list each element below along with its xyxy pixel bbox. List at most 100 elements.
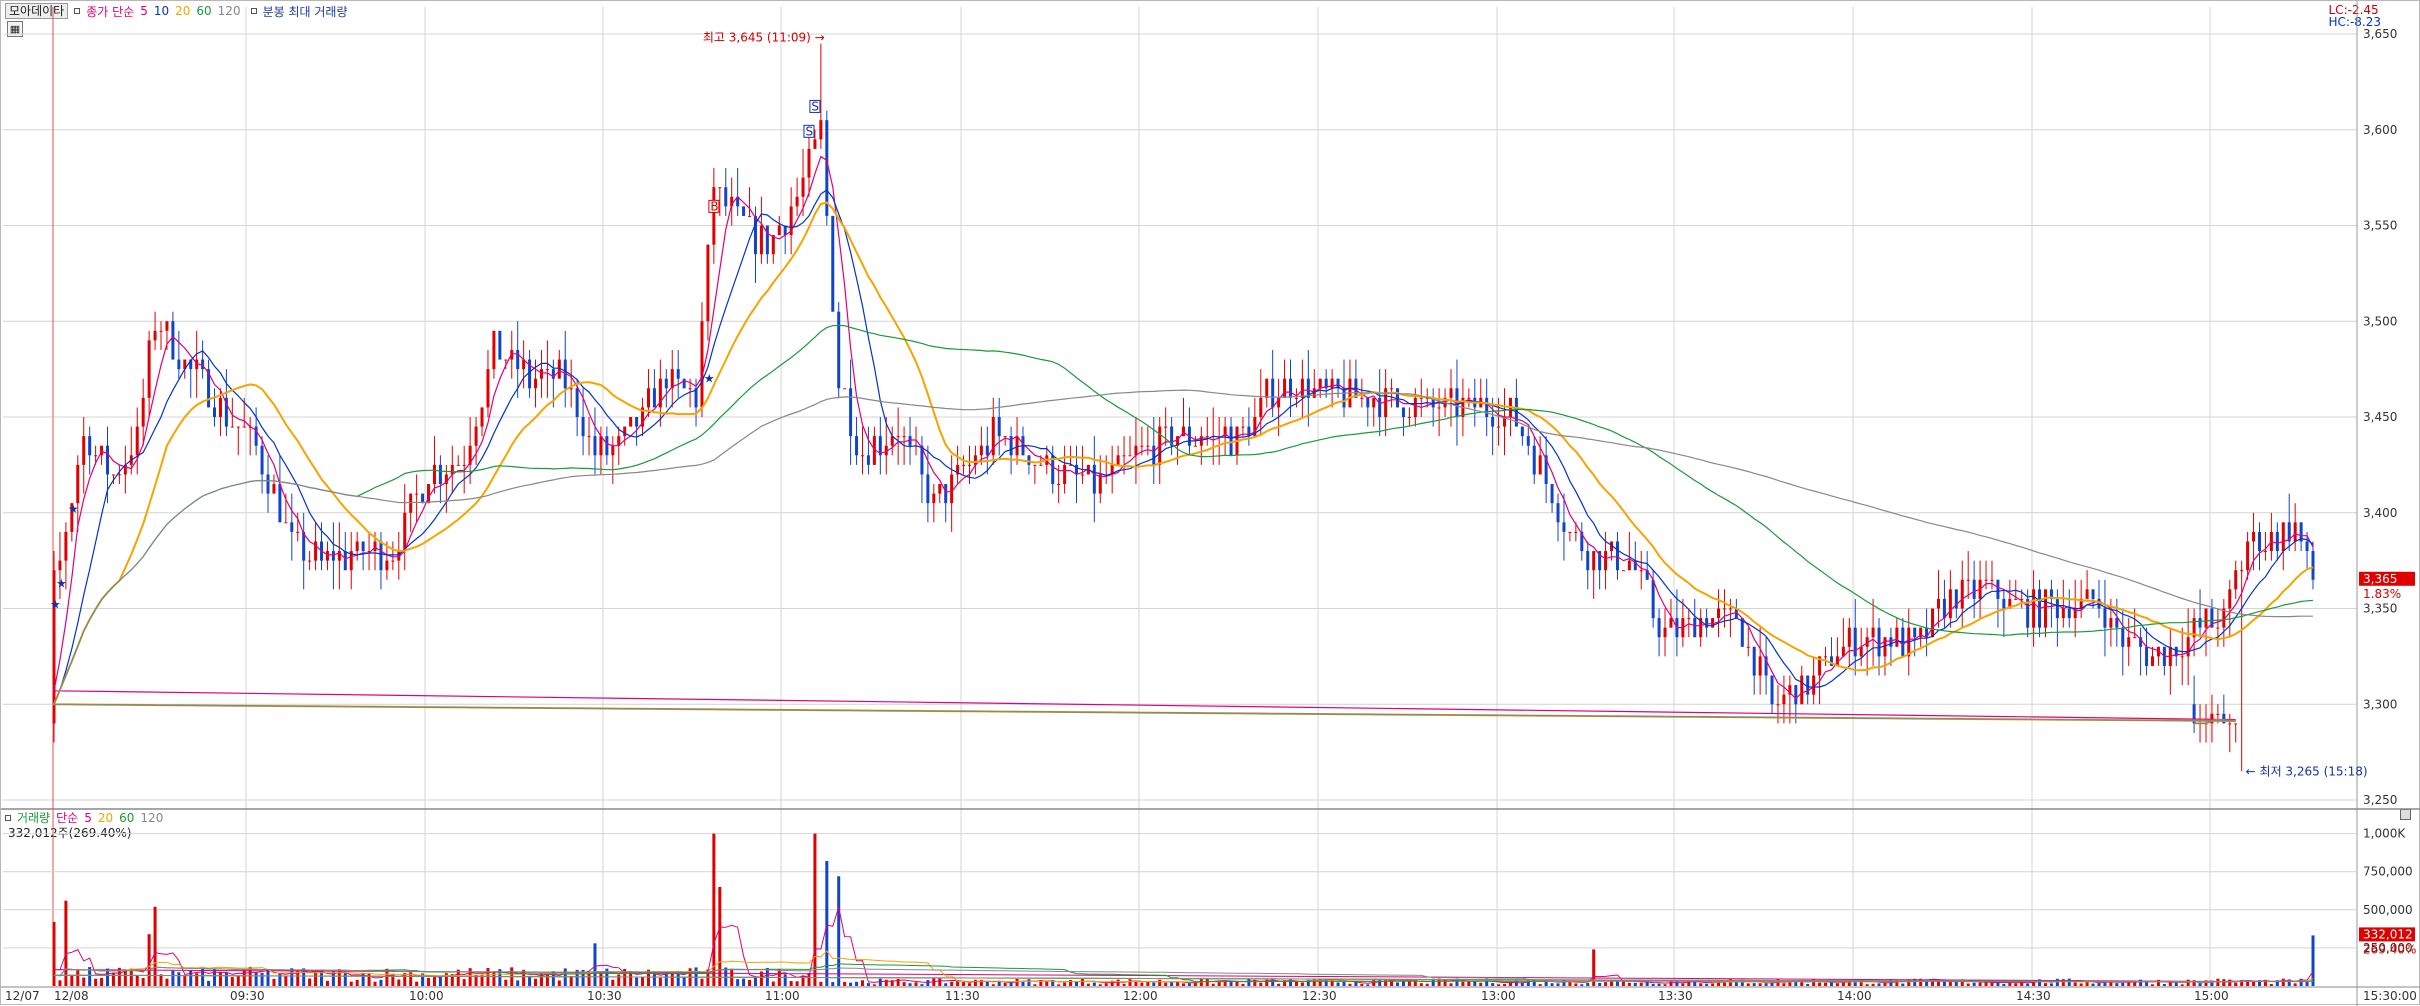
candle-body (2049, 589, 2053, 599)
volume-bar (1615, 980, 1619, 986)
volume-bar (415, 981, 419, 986)
candle-body (1413, 397, 1417, 417)
volume-bar (985, 981, 989, 986)
grid-icon[interactable]: ▦ (7, 21, 23, 37)
volume-bar (2210, 981, 2214, 986)
candle-body (153, 330, 157, 341)
indicator-name: 종가 단순 (86, 4, 135, 19)
volume-bar (236, 975, 240, 986)
candle-body (88, 436, 92, 456)
candle-body (670, 369, 674, 389)
candle-body (1247, 426, 1251, 437)
volume-bar (896, 978, 900, 986)
candle-body (272, 484, 276, 494)
candle-body (1390, 388, 1394, 390)
volume-bar (1508, 982, 1512, 986)
volume-bar (1407, 980, 1411, 986)
candle-body (1069, 464, 1073, 466)
volume-bar (409, 972, 413, 986)
volume-bar (1158, 979, 1162, 986)
candle-body (2091, 589, 2095, 599)
volume-bar (1223, 981, 1227, 986)
price-tick-label: 3,450 (2363, 410, 2397, 424)
moving-average-lines (52, 155, 2314, 725)
candle-body (1990, 579, 1994, 581)
volume-bar (932, 978, 936, 986)
candle-body (1645, 570, 1649, 580)
candle-body (1847, 627, 1851, 647)
candle-body (474, 426, 478, 446)
mode-button[interactable]: 모아데이타 (5, 3, 69, 19)
candle-body (1592, 551, 1596, 571)
volume-bar (1104, 983, 1108, 986)
candle-body (777, 225, 781, 236)
volume-bar (944, 983, 948, 986)
candle-body (1717, 608, 1721, 619)
volume-bar (1146, 981, 1150, 986)
star-marker: ★ (56, 577, 67, 591)
volume-bar (1562, 979, 1566, 986)
volume-bar (1978, 982, 1982, 986)
candle-body (1503, 417, 1507, 427)
volume-legend[interactable]: 거래량 단순 5 20 60 120 (5, 809, 163, 826)
volume-tick-label: 750,000 (2363, 865, 2413, 879)
candle-body (1431, 397, 1435, 408)
candle-body (1532, 445, 1536, 475)
candle-body (1259, 397, 1263, 417)
volume-bar (373, 981, 377, 986)
candle-body (1586, 551, 1590, 571)
volume-bar (94, 978, 98, 986)
volume-bar (504, 979, 508, 986)
price-indicator-legend[interactable]: 종가 단순 5 10 20 60 120 분봉 최대 거래량 (74, 3, 348, 20)
candle-body (736, 196, 740, 207)
candle-body (1116, 455, 1120, 465)
buy-signal-label: B (710, 199, 718, 213)
current-volume-tag (2359, 927, 2415, 942)
volume-bar (528, 976, 532, 986)
volume-bar (1205, 978, 1209, 986)
candle-body (1538, 455, 1542, 475)
volume-bar (456, 969, 460, 986)
volume-bar (1901, 983, 1905, 986)
volume-bar (438, 976, 442, 986)
volume-ma-lines (53, 906, 2314, 984)
volume-bar (2067, 978, 2071, 986)
candle-body (1098, 474, 1102, 494)
volume-bar (290, 968, 294, 986)
volume-bar (58, 980, 62, 986)
volume-bar (1348, 983, 1352, 986)
volume-bars (52, 833, 2315, 986)
candle-body (1330, 378, 1334, 389)
volume-bar (450, 974, 454, 986)
candle-body (284, 522, 288, 524)
candle-body (985, 445, 989, 456)
candle-body (2228, 723, 2232, 725)
candle-body (1419, 397, 1423, 399)
high-annotation: 최고 3,645 (11:09) → (703, 31, 825, 45)
candle-body (1722, 608, 1726, 610)
candle-body (2192, 618, 2196, 638)
volume-bar (1960, 979, 1964, 986)
volume-bar (1413, 979, 1417, 986)
candle-body (1092, 464, 1096, 494)
volume-bar (1681, 983, 1685, 986)
volume-bar (1782, 983, 1786, 986)
volume-bar (890, 980, 894, 986)
candle-body (849, 388, 853, 437)
volume-bar (1318, 979, 1322, 986)
volume-bar (1294, 981, 1298, 986)
candle-body (724, 187, 728, 207)
volume-bar (2192, 980, 2196, 986)
candle-body (1776, 704, 1780, 706)
volume-bar (2115, 983, 2119, 986)
vol-ma-120: 120 (140, 810, 164, 825)
volume-bar (884, 979, 888, 986)
buy-signal-box (708, 199, 720, 213)
volume-bar (641, 976, 645, 986)
volume-bar (825, 861, 829, 986)
volume-bar (516, 980, 520, 986)
volume-bar (266, 969, 270, 986)
volume-bar (1598, 982, 1602, 986)
candle-body (1015, 436, 1019, 456)
